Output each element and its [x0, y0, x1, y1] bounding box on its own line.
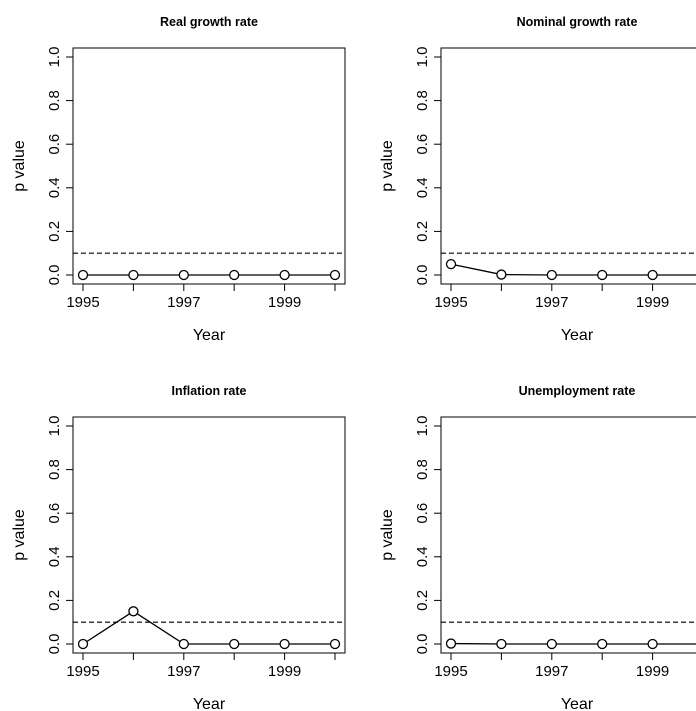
chart-title: Nominal growth rate — [517, 15, 638, 29]
plot-frame — [440, 47, 696, 285]
x-axis-label: Year — [561, 696, 594, 711]
data-point — [546, 269, 557, 281]
y-tick-label: 0.2 — [414, 590, 431, 611]
data-point — [128, 606, 139, 617]
x-tick-label: 1999 — [268, 294, 301, 311]
y-axis-label: p value — [379, 140, 396, 192]
y-tick-label: 0.8 — [414, 90, 431, 111]
plot-frame — [72, 47, 346, 285]
y-tick-label: 0.4 — [46, 177, 63, 198]
y-tick-label: 1.0 — [46, 416, 63, 437]
data-point — [329, 638, 341, 650]
chart-panel-4: Unemployment rate 0.0 0.2 0.4 0.6 0.8 1.0 1995 1… — [379, 384, 696, 711]
x-tick-label: 1995 — [66, 294, 99, 311]
x-tick-label: 1999 — [268, 663, 301, 680]
data-point — [597, 638, 608, 650]
y-tick-label: 0.6 — [414, 503, 431, 524]
data-point — [597, 269, 608, 281]
y-tick-label: 0.4 — [414, 177, 431, 198]
y-tick-label: 0.6 — [414, 134, 431, 155]
data-point — [77, 638, 89, 650]
y-tick-label: 0.2 — [414, 221, 431, 242]
chart-title: Unemployment rate — [519, 384, 636, 398]
x-tick-label: 1995 — [434, 294, 467, 311]
data-point — [647, 269, 658, 281]
data-point — [445, 258, 457, 270]
series-line — [82, 610, 335, 645]
y-tick-label: 0.4 — [414, 546, 431, 567]
chart-title: Real growth rate — [160, 15, 258, 29]
data-point — [229, 638, 240, 650]
data-point — [647, 638, 658, 650]
y-tick-label: 1.0 — [414, 47, 431, 68]
series-line — [450, 263, 696, 276]
x-tick-label: 1995 — [434, 663, 467, 680]
y-tick-label: 0.0 — [46, 634, 63, 655]
y-tick-label: 1.0 — [414, 416, 431, 437]
x-axis-label: Year — [193, 696, 226, 711]
plot-frame — [440, 416, 696, 654]
x-axis-label: Year — [561, 327, 594, 344]
x-tick-label: 1997 — [535, 294, 568, 311]
x-tick-label: 1995 — [66, 663, 99, 680]
y-tick-label: 0.2 — [46, 221, 63, 242]
x-tick-label: 1999 — [636, 663, 669, 680]
data-point — [229, 269, 240, 281]
chart-panel-2: Nominal growth rate 0.0 0.2 0.4 0.6 0.8 1.0 199… — [379, 15, 696, 344]
y-tick-label: 1.0 — [46, 47, 63, 68]
chart-panel-3: Inflation rate 0.0 0.2 0.4 0.6 0.8 1.0 1995 1997… — [11, 384, 346, 711]
data-point — [128, 269, 139, 281]
y-tick-label: 0.8 — [414, 459, 431, 480]
data-point — [445, 638, 457, 649]
x-axis-label: Year — [193, 327, 226, 344]
y-tick-label: 0.6 — [46, 134, 63, 155]
y-tick-label: 0.6 — [46, 503, 63, 524]
data-point — [279, 269, 290, 281]
y-tick-label: 0.0 — [414, 265, 431, 286]
data-point — [496, 269, 507, 280]
y-tick-label: 0.4 — [46, 546, 63, 567]
data-point — [178, 269, 189, 281]
x-tick-label: 1999 — [636, 294, 669, 311]
y-axis-label: p value — [11, 140, 28, 192]
chart-panel-1: Real growth rate 0.0 0.2 0.4 0.6 0.8 1.0 1995 19… — [11, 15, 346, 344]
y-tick-label: 0.8 — [46, 90, 63, 111]
data-point — [496, 638, 507, 650]
x-tick-label: 1997 — [167, 663, 200, 680]
chart-title: Inflation rate — [171, 384, 246, 398]
y-tick-label: 0.8 — [46, 459, 63, 480]
y-tick-label: 0.2 — [46, 590, 63, 611]
y-tick-label: 0.0 — [46, 265, 63, 286]
x-tick-label: 1997 — [167, 294, 200, 311]
y-axis-label: p value — [11, 509, 28, 561]
data-point — [546, 638, 557, 650]
data-point — [329, 269, 341, 281]
data-point — [279, 638, 290, 650]
y-tick-label: 0.0 — [414, 634, 431, 655]
y-axis-label: p value — [379, 509, 396, 561]
plot-frame — [72, 416, 346, 654]
x-tick-label: 1997 — [535, 663, 568, 680]
data-point — [77, 269, 89, 281]
data-point — [178, 638, 189, 650]
